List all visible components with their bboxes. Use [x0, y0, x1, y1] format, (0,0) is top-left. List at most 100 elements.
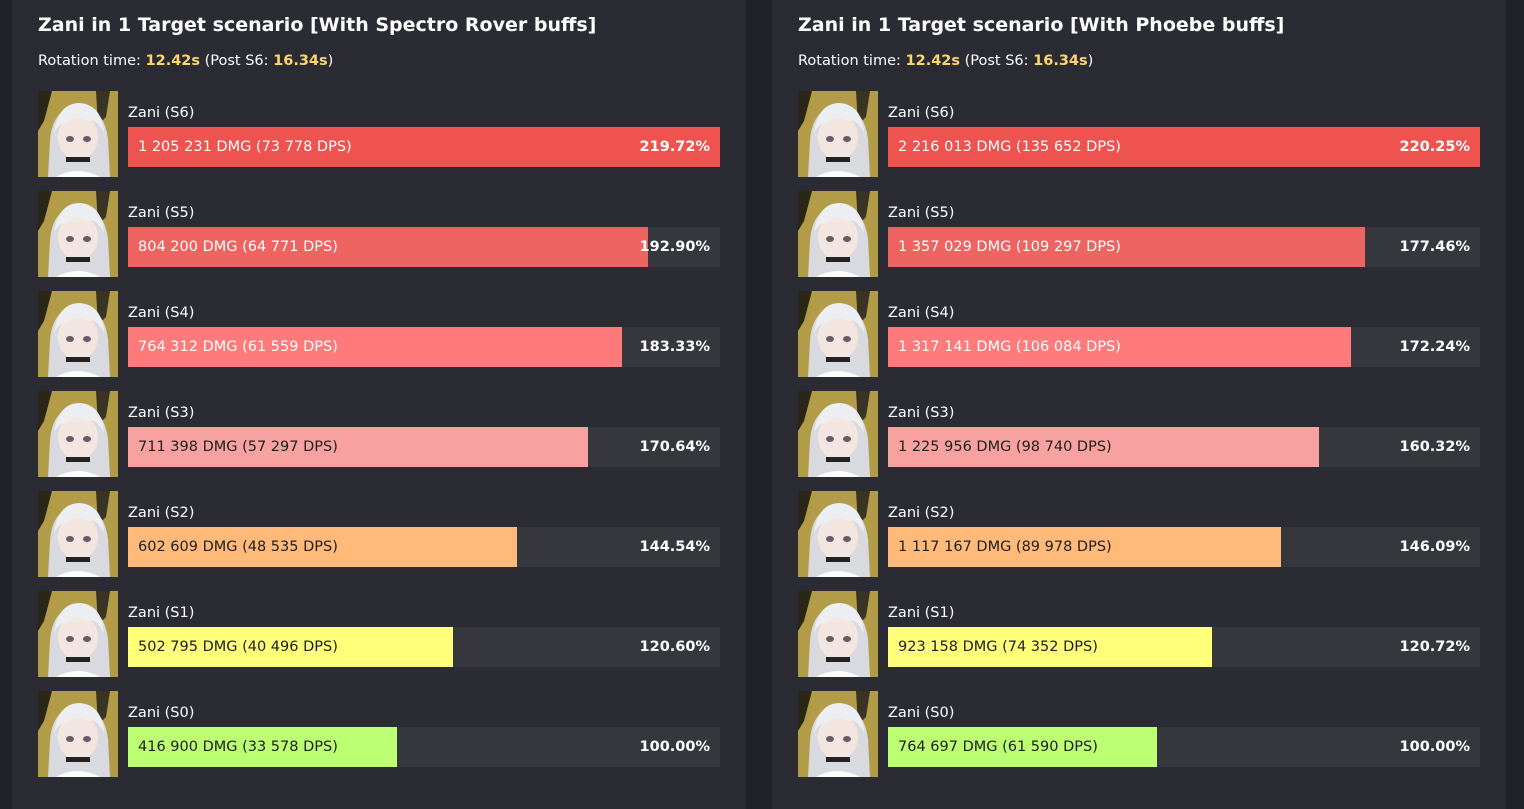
- bar-percent-label: 220.25%: [1399, 139, 1470, 155]
- bar-percent-label: 192.90%: [639, 239, 710, 255]
- character-avatar: [38, 491, 118, 577]
- row-label: Zani (S4): [888, 305, 955, 321]
- character-avatar: [798, 391, 878, 477]
- bar-track: 2 216 013 DMG (135 652 DPS) 220.25%: [888, 127, 1480, 167]
- bar-row: Zani (S5) 804 200 DMG (64 771 DPS) 192.90%: [38, 191, 720, 277]
- bar-value-label: 804 200 DMG (64 771 DPS): [138, 239, 338, 255]
- bar-row: Zani (S5) 1 357 029 DMG (109 297 DPS) 177.…: [798, 191, 1480, 277]
- bar-row: Zani (S1) 502 795 DMG (40 496 DPS) 120.60%: [38, 591, 720, 677]
- bar-row: Zani (S3) 1 225 956 DMG (98 740 DPS) 160.3…: [798, 391, 1480, 477]
- bar: [888, 527, 1281, 567]
- bar-value-label: 764 697 DMG (61 590 DPS): [898, 739, 1098, 755]
- bar-value-label: 711 398 DMG (57 297 DPS): [138, 439, 338, 455]
- bar-track: 1 225 956 DMG (98 740 DPS) 160.32%: [888, 427, 1480, 467]
- bar-track: 764 312 DMG (61 559 DPS) 183.33%: [128, 327, 720, 367]
- bar-percent-label: 177.46%: [1399, 239, 1470, 255]
- bar-row: Zani (S0) 764 697 DMG (61 590 DPS) 100.00%: [798, 691, 1480, 777]
- row-label: Zani (S5): [888, 205, 955, 221]
- bar: [128, 227, 648, 267]
- bar-value-label: 1 205 231 DMG (73 778 DPS): [138, 139, 352, 155]
- bar-value-label: 1 317 141 DMG (106 084 DPS): [898, 339, 1121, 355]
- bar-track: 923 158 DMG (74 352 DPS) 120.72%: [888, 627, 1480, 667]
- bar-row: Zani (S3) 711 398 DMG (57 297 DPS) 170.64%: [38, 391, 720, 477]
- character-avatar: [798, 691, 878, 777]
- bar-row: Zani (S6) 1 205 231 DMG (73 778 DPS) 219.7…: [38, 91, 720, 177]
- rotation-post-time-value: 16.34s: [1033, 53, 1088, 69]
- bar-value-label: 602 609 DMG (48 535 DPS): [138, 539, 338, 555]
- bar: [128, 427, 588, 467]
- character-avatar: [38, 191, 118, 277]
- row-label: Zani (S2): [128, 505, 195, 521]
- row-label: Zani (S4): [128, 305, 195, 321]
- character-avatar: [38, 291, 118, 377]
- row-label: Zani (S1): [888, 605, 955, 621]
- bar-row: Zani (S4) 1 317 141 DMG (106 084 DPS) 172.…: [798, 291, 1480, 377]
- row-label: Zani (S3): [128, 405, 195, 421]
- bar-percent-label: 219.72%: [639, 139, 710, 155]
- bar-track: 502 795 DMG (40 496 DPS) 120.60%: [128, 627, 720, 667]
- row-label: Zani (S1): [128, 605, 195, 621]
- character-avatar: [798, 491, 878, 577]
- rotation-time-value: 12.42s: [145, 53, 201, 69]
- row-label: Zani (S6): [888, 105, 955, 121]
- bar-track: 711 398 DMG (57 297 DPS) 170.64%: [128, 427, 720, 467]
- rotation-label: Rotation time:: [798, 53, 906, 69]
- bar-track: 1 205 231 DMG (73 778 DPS) 219.72%: [128, 127, 720, 167]
- bar-percent-label: 120.72%: [1399, 639, 1470, 655]
- row-label: Zani (S5): [128, 205, 195, 221]
- bar-percent-label: 160.32%: [1399, 439, 1470, 455]
- chart-title: Zani in 1 Target scenario [With Spectro …: [38, 14, 597, 36]
- chart-panel-phoebe: Zani in 1 Target scenario [With Phoebe b…: [772, 0, 1506, 809]
- bar-percent-label: 183.33%: [639, 339, 710, 355]
- bar-row: Zani (S0) 416 900 DMG (33 578 DPS) 100.00%: [38, 691, 720, 777]
- bar-row: Zani (S1) 923 158 DMG (74 352 DPS) 120.72%: [798, 591, 1480, 677]
- character-avatar: [38, 691, 118, 777]
- chart-title: Zani in 1 Target scenario [With Phoebe b…: [798, 14, 1285, 36]
- bar-value-label: 1 117 167 DMG (89 978 DPS): [898, 539, 1112, 555]
- bar-percent-label: 170.64%: [639, 439, 710, 455]
- bar-value-label: 502 795 DMG (40 496 DPS): [138, 639, 338, 655]
- character-avatar: [798, 291, 878, 377]
- rotation-time-value: 12.42s: [905, 53, 961, 69]
- bar: [888, 627, 1212, 667]
- row-label: Zani (S3): [888, 405, 955, 421]
- bar: [888, 427, 1319, 467]
- bar-track: 602 609 DMG (48 535 DPS) 144.54%: [128, 527, 720, 567]
- rotation-post-time-value: 16.34s: [273, 53, 328, 69]
- bar-row: Zani (S4) 764 312 DMG (61 559 DPS) 183.33%: [38, 291, 720, 377]
- bar-percent-label: 172.24%: [1399, 339, 1470, 355]
- bar-value-label: 764 312 DMG (61 559 DPS): [138, 339, 338, 355]
- rotation-close: ): [327, 53, 334, 69]
- bar-value-label: 923 158 DMG (74 352 DPS): [898, 639, 1098, 655]
- rotation-post-label: (Post S6:: [960, 53, 1034, 69]
- bar-track: 804 200 DMG (64 771 DPS) 192.90%: [128, 227, 720, 267]
- bar-track: 1 357 029 DMG (109 297 DPS) 177.46%: [888, 227, 1480, 267]
- character-avatar: [38, 91, 118, 177]
- character-avatar: [38, 391, 118, 477]
- bar-row: Zani (S2) 602 609 DMG (48 535 DPS) 144.54%: [38, 491, 720, 577]
- chart-panel-spectro-rover: Zani in 1 Target scenario [With Spectro …: [12, 0, 746, 809]
- character-avatar: [798, 191, 878, 277]
- character-avatar: [798, 591, 878, 677]
- bar: [128, 327, 622, 367]
- bar: [888, 727, 1157, 767]
- bar-row: Zani (S6) 2 216 013 DMG (135 652 DPS) 220.…: [798, 91, 1480, 177]
- bar: [128, 527, 517, 567]
- bar-row: Zani (S2) 1 117 167 DMG (89 978 DPS) 146.0…: [798, 491, 1480, 577]
- rotation-time: Rotation time: 12.42s (Post S6: 16.34s): [38, 53, 333, 69]
- rotation-post-label: (Post S6:: [200, 53, 274, 69]
- bar-percent-label: 100.00%: [639, 739, 710, 755]
- bar-value-label: 1 357 029 DMG (109 297 DPS): [898, 239, 1121, 255]
- bar-percent-label: 100.00%: [1399, 739, 1470, 755]
- bar-value-label: 416 900 DMG (33 578 DPS): [138, 739, 338, 755]
- rotation-close: ): [1087, 53, 1094, 69]
- row-label: Zani (S0): [888, 705, 955, 721]
- bar: [888, 327, 1351, 367]
- bar: [128, 127, 720, 167]
- rotation-label: Rotation time:: [38, 53, 146, 69]
- character-avatar: [38, 591, 118, 677]
- bar: [128, 727, 397, 767]
- bar-track: 764 697 DMG (61 590 DPS) 100.00%: [888, 727, 1480, 767]
- bar-value-label: 1 225 956 DMG (98 740 DPS): [898, 439, 1112, 455]
- bar-percent-label: 120.60%: [639, 639, 710, 655]
